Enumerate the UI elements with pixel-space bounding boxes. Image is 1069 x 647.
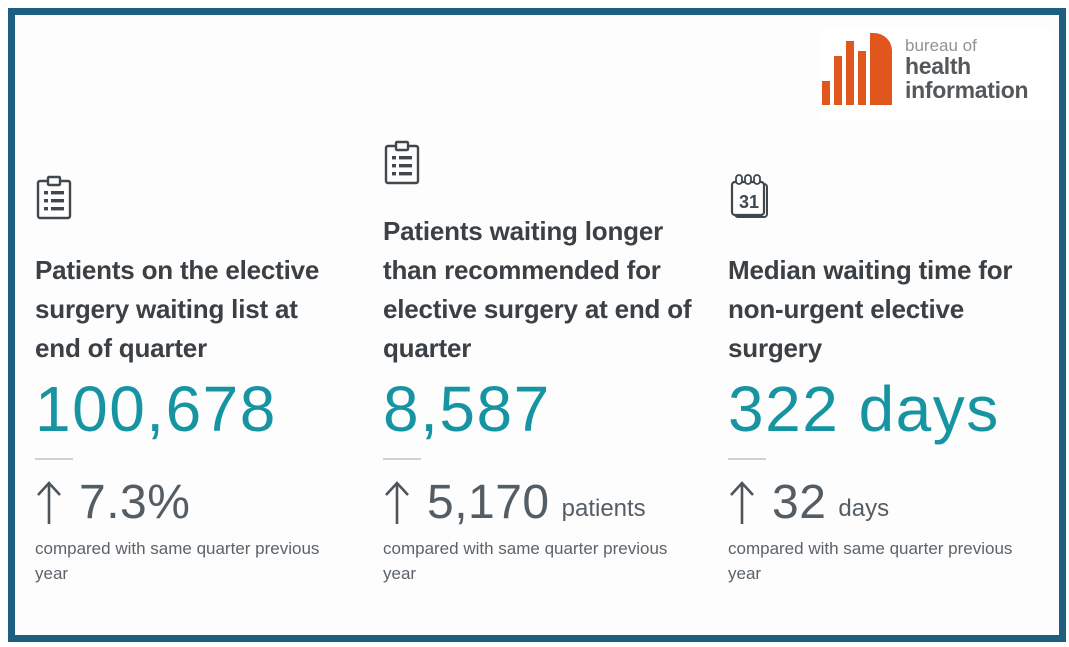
comparison-caption: compared with same quarter previous year xyxy=(35,539,320,583)
comparison-caption: compared with same quarter previous year xyxy=(383,539,668,583)
up-arrow-icon xyxy=(730,481,754,524)
up-arrow-icon xyxy=(385,481,409,524)
kpi-card-median-wait: 31 Median waiting time for non-urgent el… xyxy=(728,140,1033,586)
divider xyxy=(383,458,421,460)
clipboard-list-icon xyxy=(36,175,72,220)
logo-bureau-of: bureau of xyxy=(905,36,977,55)
comparison-caption: compared with same quarter previous year xyxy=(728,539,1013,583)
bar-chart-logo-icon xyxy=(822,33,892,105)
clipboard-list-icon xyxy=(384,140,420,185)
change-unit: days xyxy=(838,495,890,522)
change-value: 5,170 xyxy=(427,476,550,529)
divider xyxy=(728,458,766,460)
kpi-card-waiting-longer: Patients waiting longer than recommended… xyxy=(383,140,719,586)
kpi-value: 8,587 xyxy=(383,373,551,445)
card-title: Median waiting time for non-urgent elect… xyxy=(728,255,1013,363)
card-title: Patients on the elective surgery waiting… xyxy=(35,255,320,363)
kpi-value: 322 days xyxy=(728,373,1000,445)
logo-information: information xyxy=(905,77,1029,103)
logo-health: health xyxy=(905,53,971,79)
card-title: Patients waiting longer than recommended… xyxy=(383,216,692,363)
kpi-value: 100,678 xyxy=(35,373,277,445)
change-value: 32 xyxy=(772,476,827,529)
change-value: 7.3% xyxy=(79,476,191,529)
kpi-card-waiting-list: Patients on the elective surgery waiting… xyxy=(35,140,360,586)
divider xyxy=(35,458,73,460)
up-arrow-icon xyxy=(37,481,61,524)
change-unit: patients xyxy=(561,495,646,522)
calendar-day-label: 31 xyxy=(739,192,759,212)
calendar-31-icon: 31 xyxy=(730,174,768,218)
bhi-logo: bureau of health information xyxy=(820,30,1052,120)
